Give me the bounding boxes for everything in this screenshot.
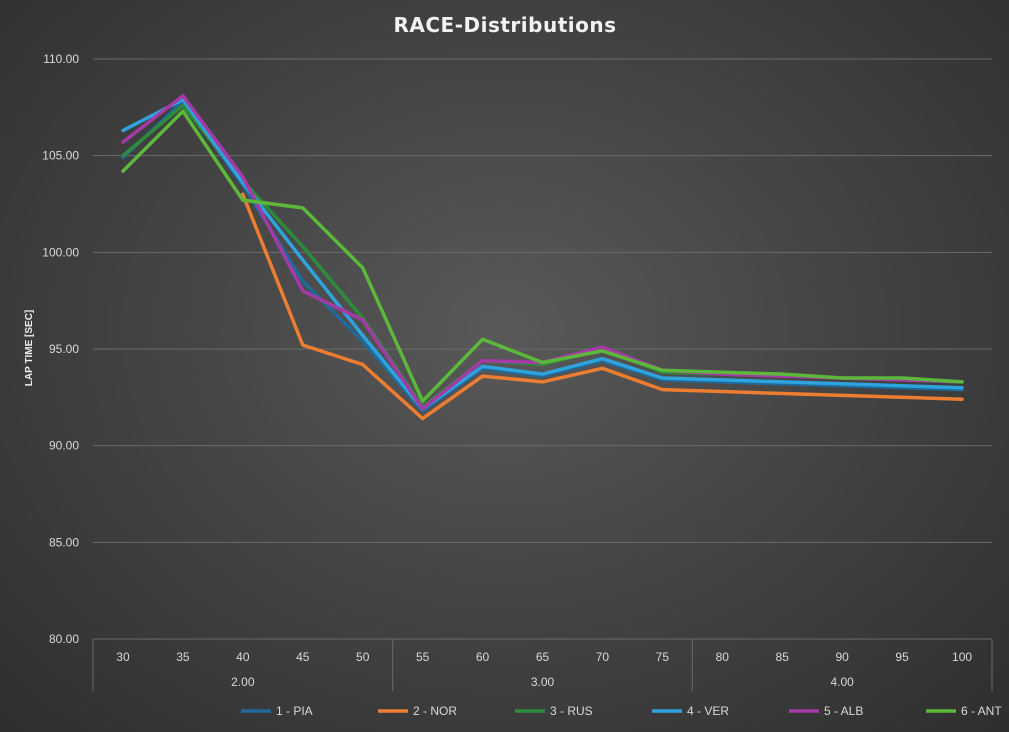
- x-tick-label: 55: [416, 650, 430, 664]
- legend-item: 5 - ALB: [789, 704, 863, 718]
- legend-label: 3 - RUS: [550, 704, 593, 718]
- y-tick-label: 105.00: [42, 149, 79, 163]
- legend-label: 5 - ALB: [824, 704, 863, 718]
- legend-item: 4 - VER: [652, 704, 729, 718]
- x-tick-label: 85: [776, 650, 790, 664]
- y-tick-label: 90.00: [49, 439, 79, 453]
- x-tick-label: 90: [835, 650, 849, 664]
- y-tick-label: 80.00: [49, 632, 79, 646]
- x-tick-label: 60: [476, 650, 490, 664]
- x-tick-label: 40: [236, 650, 250, 664]
- series-6-ant: [121, 109, 964, 403]
- y-tick-label: 95.00: [49, 342, 79, 356]
- x-group-label: 3.00: [531, 675, 555, 689]
- legend-label: 4 - VER: [687, 704, 729, 718]
- legend-item: 1 - PIA: [241, 704, 313, 718]
- x-group-label: 2.00: [231, 675, 255, 689]
- series-line: [121, 97, 964, 411]
- series-2-nor: [241, 192, 964, 421]
- series-layer: [121, 93, 964, 421]
- chart-title: RACE-Distributions: [393, 13, 616, 37]
- series-line: [121, 109, 964, 403]
- legend-label: 1 - PIA: [276, 704, 313, 718]
- series-4-ver: [121, 97, 964, 411]
- legend-label: 2 - NOR: [413, 704, 457, 718]
- grid-layer: [93, 58, 992, 640]
- legend-item: 6 - ANT: [926, 704, 1002, 718]
- legend-label: 6 - ANT: [961, 704, 1002, 718]
- y-tick-label: 100.00: [42, 245, 79, 259]
- legend: 1 - PIA 2 - NOR 3 - RUS 4 - VER 5 - ALB 6 - A…: [241, 704, 1002, 718]
- y-tick-label: 110.00: [43, 52, 79, 66]
- x-tick-label: 70: [596, 650, 610, 664]
- x-tick-label: 75: [656, 650, 670, 664]
- y-axis-label: LAP TIME [SEC]: [24, 310, 35, 386]
- legend-item: 2 - NOR: [378, 704, 457, 718]
- x-tick-label: 65: [536, 650, 550, 664]
- x-tick-label: 80: [716, 650, 730, 664]
- legend-item: 3 - RUS: [515, 704, 593, 718]
- x-tick-label: 50: [356, 650, 370, 664]
- x-tick-label: 30: [116, 650, 130, 664]
- x-group-label: 4.00: [830, 675, 854, 689]
- y-tick-label: 85.00: [49, 535, 79, 549]
- series-line: [241, 192, 964, 421]
- x-tick-label: 45: [296, 650, 310, 664]
- axis-layer: 80.00 85.00 90.00 95.00 100.00 105.00 110.00 30…: [42, 52, 993, 691]
- x-tick-label: 100: [952, 650, 972, 664]
- x-tick-label: 95: [895, 650, 909, 664]
- x-tick-label: 35: [176, 650, 190, 664]
